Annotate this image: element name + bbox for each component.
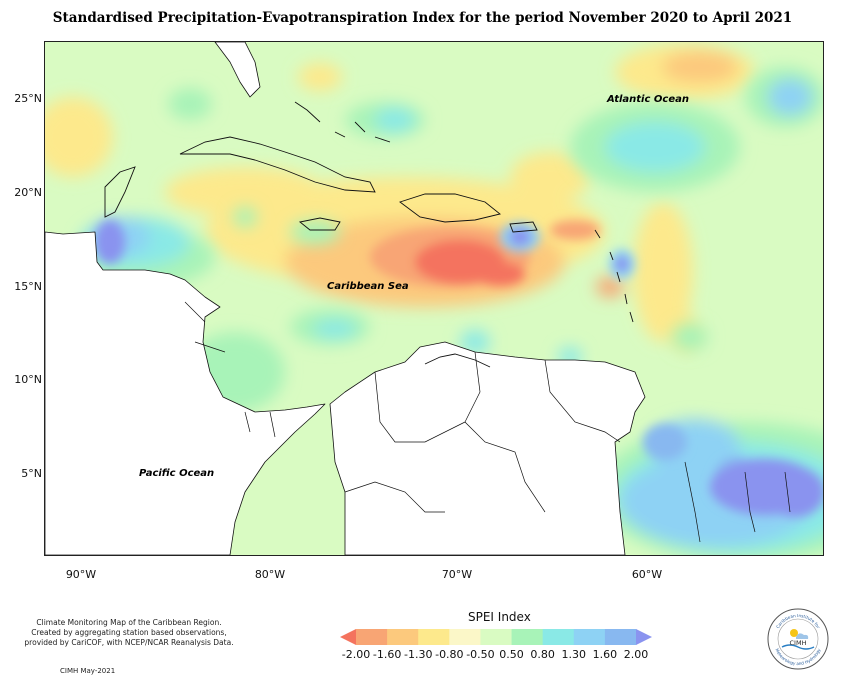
legend-swatch-10: [636, 629, 652, 645]
land-masks: [45, 42, 646, 555]
florida: [214, 42, 261, 98]
legend-tick: -1.60: [372, 648, 402, 661]
venezuela-coast: [424, 353, 491, 368]
pacific-ocean-label: Pacific Ocean: [139, 468, 215, 479]
legend-swatch-7: [542, 629, 575, 645]
jamaica: [298, 217, 341, 231]
legend-swatch-3: [418, 629, 450, 645]
puerto-rico: [509, 221, 538, 233]
lon-label-70w: 70°W: [441, 568, 473, 581]
wave-icon: [781, 644, 815, 650]
credits-line-2: Created by aggregating station based obs…: [31, 628, 227, 637]
legend-swatch-1: [356, 629, 388, 645]
credits-date: CIMH May-2021: [60, 667, 116, 675]
legend-tick: -2.00: [341, 648, 371, 661]
lat-label-10n: 10°N: [14, 373, 42, 386]
country-borders: [184, 301, 791, 543]
lat-label-20n: 20°N: [14, 186, 42, 199]
legend-swatch-9: [604, 629, 637, 645]
caribbean-sea-label: Caribbean Sea: [327, 281, 409, 292]
legend-tick: -0.80: [435, 648, 464, 661]
central-america: [45, 231, 326, 555]
lon-label-90w: 90°W: [65, 568, 97, 581]
credits-line-1: Climate Monitoring Map of the Caribbean …: [36, 618, 222, 627]
lat-label-25n: 25°N: [14, 92, 42, 105]
lat-label-15n: 15°N: [14, 280, 42, 293]
legend-tick: 0.80: [530, 648, 555, 661]
cimh-logo: CIMH Caribbean Institute for Meteorology…: [767, 608, 829, 670]
map-title: Standardised Precipitation-Evapotranspir…: [52, 10, 793, 26]
legend-tick: 1.30: [561, 648, 587, 661]
legend-swatch-6: [511, 629, 544, 645]
island-outlines: [104, 101, 634, 368]
lesser-antilles: [594, 229, 634, 323]
legend-tick: 1.60: [592, 648, 618, 661]
legend-swatch-2: [387, 629, 419, 645]
legend-swatch-4: [449, 629, 481, 645]
spei-field: [45, 44, 823, 555]
legend-tick-labels: -2.00 -1.60 -1.30 -0.80 -0.50 0.50 0.80 1.30 1.6…: [340, 648, 650, 662]
lon-label-60w: 60°W: [631, 568, 663, 581]
legend-tick: 0.50: [499, 648, 524, 661]
legend-swatch-0: [340, 629, 356, 645]
yucatan: [104, 166, 136, 218]
logo-center-text: CIMH: [790, 639, 807, 647]
sun-icon: [790, 629, 798, 637]
bahamas: [294, 101, 391, 143]
legend-swatch-5: [480, 629, 513, 645]
lon-label-80w: 80°W: [254, 568, 286, 581]
cloud-icon: [796, 633, 809, 639]
spei-map[interactable]: Atlantic Ocean Caribbean Sea Pacific Oce…: [44, 41, 824, 556]
lat-label-5n: 5°N: [21, 467, 42, 480]
credits-line-3: provided by CariCOF, with NCEP/NCAR Rean…: [24, 638, 234, 647]
cuba: [179, 136, 376, 193]
legend-tick: -1.30: [403, 648, 433, 661]
south-america: [329, 341, 646, 555]
credits-block: Climate Monitoring Map of the Caribbean …: [24, 618, 234, 648]
legend-tick: -0.50: [466, 648, 495, 661]
hispaniola: [399, 193, 501, 223]
atlantic-ocean-label: Atlantic Ocean: [607, 94, 689, 105]
spei-map-canvas: [45, 42, 823, 555]
legend-swatch-8: [573, 629, 606, 645]
legend-tick: 2.00: [623, 648, 649, 661]
legend-title: SPEI Index: [468, 610, 531, 624]
legend-colorbar: [340, 629, 652, 645]
